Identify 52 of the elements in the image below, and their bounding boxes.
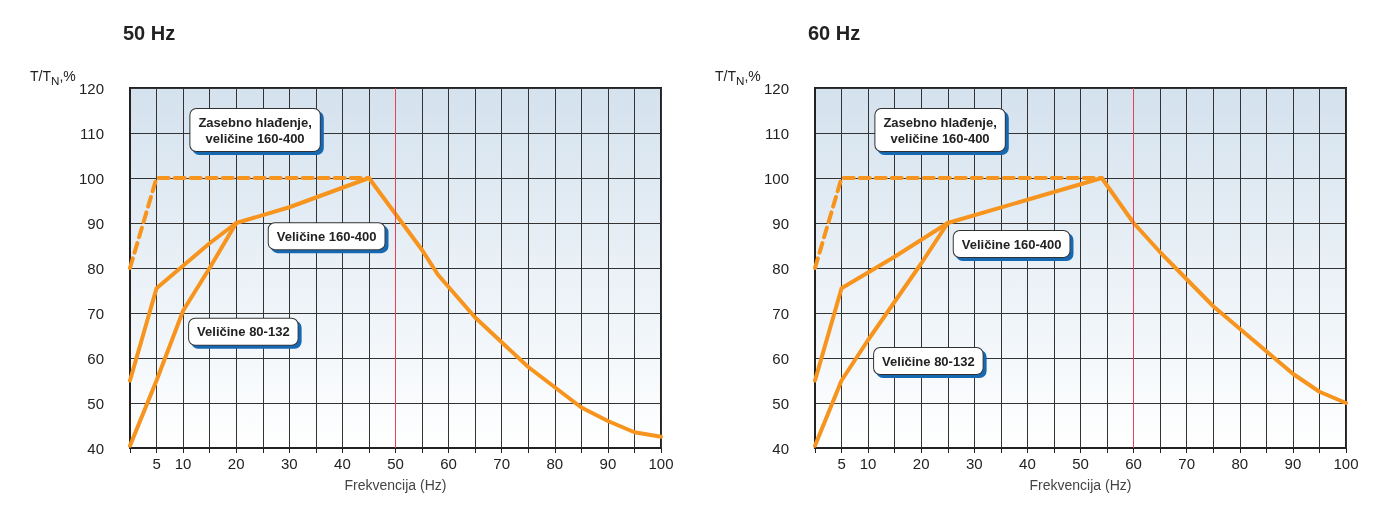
x-tick-label: 100 <box>648 455 674 472</box>
series-label: Veličine 160-400 <box>961 236 1062 252</box>
x-tick-label: 20 <box>912 455 930 472</box>
y-tick-label: 60 <box>772 349 789 367</box>
x-tick-label: 5 <box>152 455 161 472</box>
y-tick-label: 40 <box>87 439 104 457</box>
y-tick-label: 120 <box>78 79 104 97</box>
x-tick-label: 70 <box>493 455 511 472</box>
x-axis-title: Frekvencija (Hz) <box>344 477 447 493</box>
y-tick-label: 100 <box>78 169 104 187</box>
x-tick-label: 80 <box>546 455 564 472</box>
x-tick-label: 50 <box>387 455 404 472</box>
text: Zasebno hlađenje, veličine 160-400 <box>883 114 997 146</box>
chart-title: 50 Hz <box>123 22 176 44</box>
y-tick-label: 50 <box>772 394 789 412</box>
x-axis-title: Frekvencija (Hz) <box>1029 477 1132 493</box>
x-tick-label: 60 <box>440 455 457 472</box>
x-tick-label: 10 <box>859 455 877 472</box>
y-tick-label: 70 <box>87 304 104 322</box>
y-tick-label: 100 <box>763 169 789 187</box>
x-tick-label: 30 <box>280 455 298 472</box>
x-tick-label: 90 <box>599 455 617 472</box>
y-tick-label: 80 <box>772 259 789 277</box>
y-tick-label: 80 <box>87 259 104 277</box>
x-tick-label: 70 <box>1178 455 1196 472</box>
chart-title: 60 Hz <box>808 22 861 44</box>
y-tick-label: 90 <box>772 214 789 232</box>
x-tick-label: 60 <box>1125 455 1142 472</box>
x-tick-label: 40 <box>334 455 351 472</box>
series-label: Veličine 160-400 <box>276 228 377 244</box>
y-axis-title: T/T$_{N}$,% <box>30 68 76 87</box>
y-tick-label: 90 <box>87 214 104 232</box>
x-tick-label: 100 <box>1333 455 1359 472</box>
x-tick-label: 30 <box>965 455 983 472</box>
x-tick-label: 80 <box>1231 455 1249 472</box>
y-axis-title: T/T$_{N}$,% <box>715 68 761 87</box>
y-tick-label: 70 <box>772 304 789 322</box>
x-tick-label: 5 <box>837 455 846 472</box>
y-tick-label: 60 <box>87 349 104 367</box>
y-tick-label: 110 <box>765 124 789 142</box>
y-tick-label: 40 <box>772 439 789 457</box>
series-label: Veličine 80-132 <box>882 353 975 369</box>
x-tick-label: 90 <box>1284 455 1302 472</box>
series-label: Veličine 80-132 <box>197 324 290 340</box>
y-tick-label: 120 <box>763 79 789 97</box>
x-tick-label: 50 <box>1072 455 1089 472</box>
text: Zasebno hlađenje, veličine 160-400 <box>198 114 312 146</box>
x-tick-label: 10 <box>174 455 192 472</box>
x-tick-label: 40 <box>1019 455 1036 472</box>
x-tick-label: 20 <box>227 455 245 472</box>
y-tick-label: 50 <box>87 394 104 412</box>
y-tick-label: 110 <box>80 124 104 142</box>
